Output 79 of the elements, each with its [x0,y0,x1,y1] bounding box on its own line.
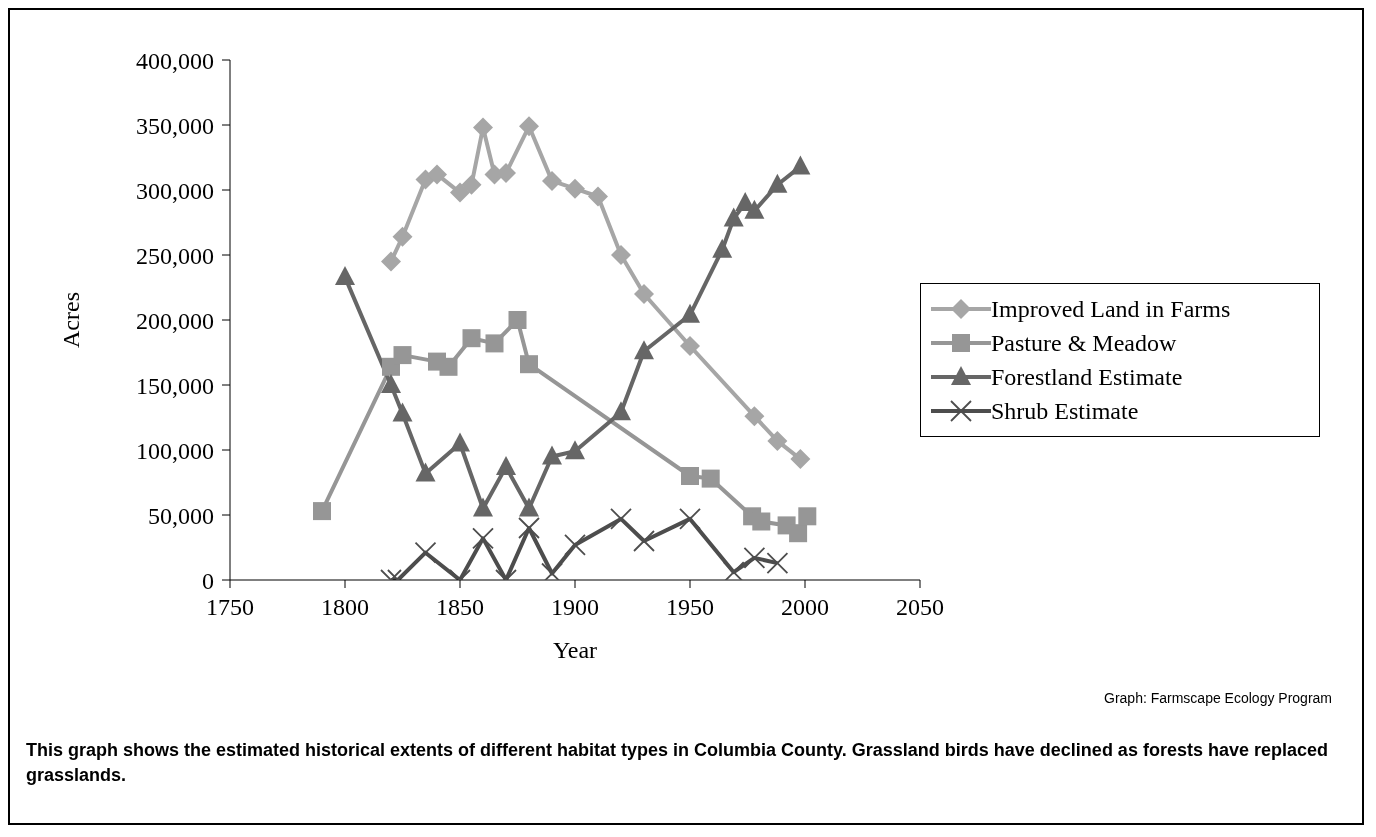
y-tick-label: 350,000 [136,112,214,139]
point [633,530,655,552]
point [681,467,699,485]
text: This graph shows the estimated historical extents of different habitat types in Columbia County. Grassland birds have declined as forests have replaced grasslands. [26,739,1329,787]
point [473,117,493,138]
point [485,334,504,353]
point [634,284,654,304]
point [679,508,701,530]
x-tick-label: 1900 [551,594,599,621]
y-tick-label: 50,000 [148,502,214,529]
point [722,561,745,580]
point [520,355,538,374]
point [744,199,765,219]
point [462,329,481,348]
point [680,336,700,356]
text: Graph: Farmscape Ecology Program [1104,690,1332,706]
y-tick-label: 250,000 [136,242,214,269]
point [461,174,482,195]
point [508,311,527,329]
legend-label: Pasture & Meadow [991,329,1177,358]
point [335,266,355,286]
point [701,469,720,488]
point [439,357,458,376]
point [790,155,811,175]
point [519,497,539,517]
y-tick-label: 100,000 [136,437,214,464]
point [767,173,788,193]
point [611,401,631,421]
x-tick-label: 1750 [206,594,254,621]
point [496,455,516,475]
legend-label: Forestland Estimate [991,363,1183,392]
x-tick-label: 1950 [666,594,714,621]
point [542,170,562,191]
y-tick-label: 400,000 [136,47,214,74]
point [393,346,412,365]
legend-label: Improved Land in Farms [991,295,1231,324]
point [767,430,788,451]
point [392,402,413,422]
legend-label: Shrub Estimate [991,397,1139,426]
point [634,340,654,360]
y-tick-label: 0 [202,567,214,594]
point [588,186,608,207]
point [518,517,540,539]
point [798,507,817,526]
point [473,497,493,517]
point [680,303,700,323]
y-tick-label: 150,000 [136,372,214,399]
point [743,547,766,569]
x-tick-label: 1850 [436,594,484,621]
point [565,440,585,460]
x-tick-label: 2050 [896,594,944,621]
x-tick-label: 2000 [781,594,829,621]
y-axis-title: Acres [57,292,84,348]
point [519,116,539,137]
point [752,512,771,531]
y-tick-label: 300,000 [136,177,214,204]
point [610,508,632,530]
point [415,462,436,482]
x-axis-title: Year [552,637,598,663]
point [381,374,401,393]
point [313,502,331,521]
point [790,449,811,470]
point [427,164,447,185]
point [392,226,413,247]
point [542,445,562,465]
point [450,432,470,452]
point [565,178,585,199]
point [496,163,516,184]
point [564,534,586,556]
point [766,552,789,574]
point [381,251,401,272]
x-tick-label: 1800 [321,594,369,621]
point [611,245,631,265]
point [723,207,744,227]
point [712,238,733,258]
y-tick-label: 200,000 [136,307,214,334]
point [744,406,765,427]
point [472,527,494,550]
point [450,182,470,203]
